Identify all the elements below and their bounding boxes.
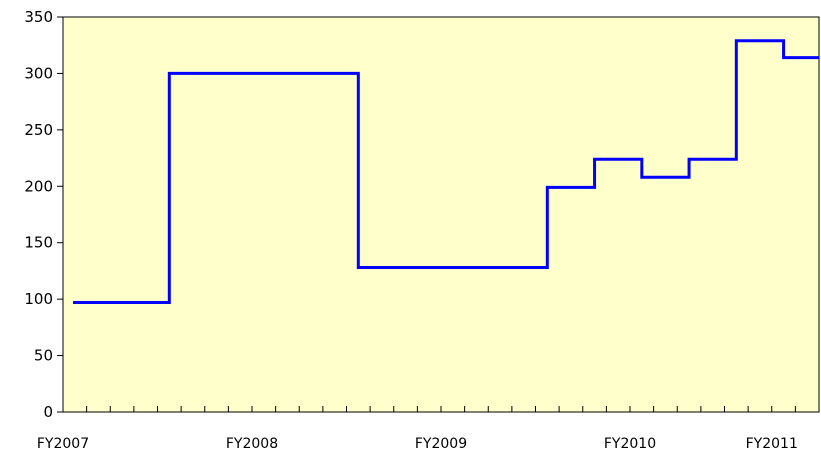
- y-tick-label: 150: [24, 234, 53, 252]
- x-tick-label: FY2009: [415, 436, 467, 452]
- y-tick-label: 250: [24, 121, 53, 139]
- y-tick-label: 200: [24, 177, 53, 195]
- y-tick-label: 0: [43, 403, 53, 421]
- x-tick-label: FY2008: [226, 436, 278, 452]
- x-tick-label: FY2007: [37, 436, 89, 452]
- y-tick-label: 350: [24, 8, 53, 26]
- x-tick-label: FY2010: [604, 436, 656, 452]
- y-tick-label: 100: [24, 290, 53, 308]
- plot-area: [62, 16, 820, 413]
- y-tick-label: 50: [34, 347, 53, 365]
- y-axis: 0 50 100 150 200 250 300 350: [24, 8, 63, 421]
- series-line: [73, 39, 819, 305]
- x-tick-label: FY2011: [746, 436, 798, 452]
- y-tick-label: 300: [24, 64, 53, 82]
- x-axis: FY2007 FY2008 FY2009 FY2010 FY2011: [37, 406, 820, 452]
